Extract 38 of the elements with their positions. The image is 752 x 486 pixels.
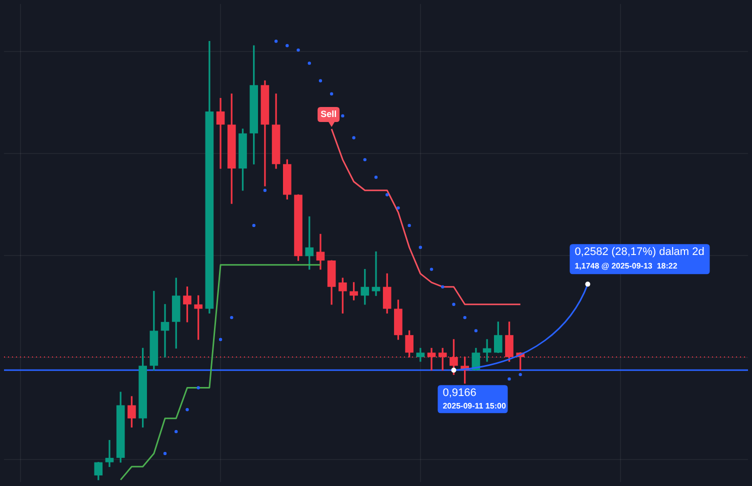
point [452,302,456,306]
point [396,206,400,210]
point [463,316,466,320]
annotation: 2025-09-11 15:00 [442,401,506,410]
annotation: 0,9166 [442,387,476,400]
point [341,114,344,118]
point [508,377,511,381]
point [386,193,389,196]
point [252,224,256,228]
point [286,44,289,48]
point [163,452,167,456]
point [363,158,366,162]
point [330,92,334,96]
candlestick [160,304,170,358]
point [418,246,422,249]
point [296,48,300,52]
point [408,224,411,228]
point [230,316,234,320]
point [263,188,267,192]
point [441,285,444,288]
annotation: 0,2582 (28,17%) dalam 2d [574,246,704,258]
point [186,408,189,412]
point [430,268,434,271]
candlestick [216,98,225,169]
candlestick [482,339,492,362]
annotation: 1,1748 @ 2025-09-13 18:22 [574,261,678,270]
point [518,372,522,376]
point [474,329,478,332]
point [174,430,178,434]
point [196,386,200,390]
point [318,79,322,82]
point [352,136,356,140]
annotation: Sell [320,108,337,119]
point [308,62,311,65]
candlestick [105,440,114,467]
point [374,176,378,179]
point [274,40,278,43]
point [218,338,222,342]
